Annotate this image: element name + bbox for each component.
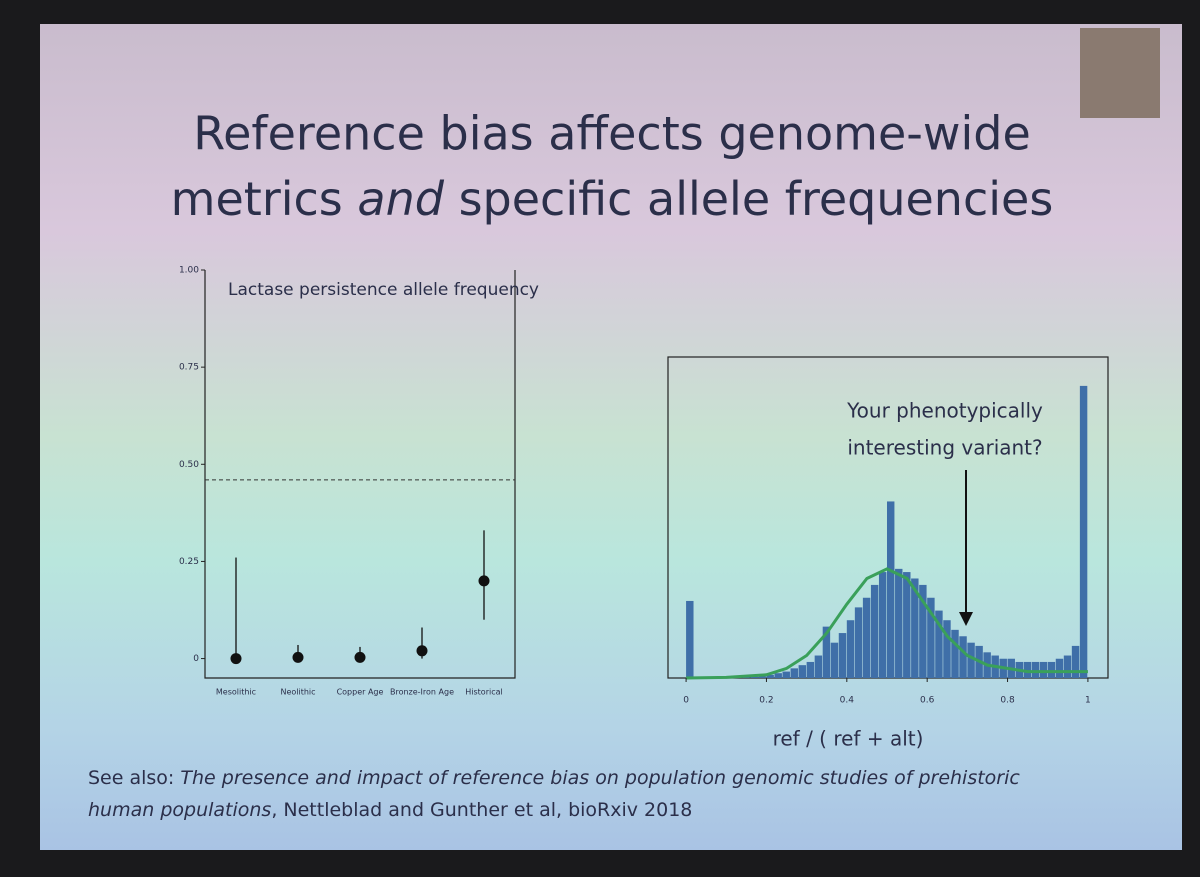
bar — [967, 642, 975, 678]
arrow-head — [959, 612, 973, 626]
bar — [806, 661, 815, 678]
x-tick-label: 1 — [1085, 696, 1091, 706]
bar — [951, 629, 959, 678]
y-tick-label: 0.25 — [179, 557, 199, 567]
bar — [862, 597, 871, 678]
bar — [927, 597, 935, 678]
slide-title: Reference bias affects genome-wide — [193, 107, 1031, 161]
bar — [766, 674, 774, 678]
title-part: and — [357, 172, 444, 226]
point — [416, 645, 428, 657]
point — [354, 651, 366, 663]
annotation: Lactase persistence allele frequency — [228, 280, 539, 300]
bar — [903, 572, 911, 678]
point — [478, 575, 490, 587]
bar — [798, 665, 807, 678]
bar — [870, 584, 879, 678]
bar — [686, 600, 694, 678]
x-tick-label: Historical — [465, 688, 502, 697]
x-tick-label: Copper Age — [337, 688, 384, 697]
point — [292, 651, 304, 663]
bar — [814, 655, 823, 678]
bar — [959, 636, 967, 678]
bar — [822, 626, 831, 678]
footnote-part: See also: — [88, 767, 175, 789]
speaker-video — [1080, 28, 1160, 118]
fit-curve — [686, 567, 1088, 680]
y-tick-label: 0.50 — [179, 460, 199, 470]
slide-title: metrics and specific allele frequencies — [171, 172, 1054, 226]
bar — [1071, 645, 1080, 678]
y-tick-label: 1.00 — [179, 266, 199, 276]
x-tick-label: 0 — [683, 696, 689, 706]
y-tick-label: 0.75 — [179, 363, 199, 373]
annotation: Your phenotypically — [846, 399, 1043, 423]
bar — [774, 673, 782, 678]
bar — [943, 620, 951, 678]
bar — [1039, 661, 1048, 678]
bar — [854, 607, 863, 678]
bar — [846, 620, 855, 678]
bar — [830, 642, 839, 678]
bar — [895, 568, 903, 678]
bar — [1055, 658, 1064, 678]
bar — [782, 671, 790, 678]
x-tick-label: 0.4 — [840, 696, 855, 706]
bar — [878, 572, 887, 678]
x-tick-label: Neolithic — [280, 688, 315, 697]
bar — [758, 675, 766, 678]
slide — [40, 24, 1182, 850]
bar — [1031, 661, 1040, 678]
annotation: interesting variant? — [847, 436, 1042, 460]
title-part: metrics — [171, 172, 343, 226]
x-tick-label: 0.8 — [1000, 696, 1015, 706]
bar — [838, 633, 847, 678]
bar — [935, 610, 943, 678]
x-tick-label: Bronze-Iron Age — [390, 688, 454, 697]
frame — [204, 270, 516, 679]
x-tick-label: 0.6 — [920, 696, 935, 706]
bar — [886, 501, 895, 678]
bar — [750, 676, 758, 678]
point — [230, 653, 242, 665]
bar — [919, 584, 927, 678]
footnote: See also: The presence and impact of ref… — [88, 762, 1088, 826]
x-tick-label: Mesolithic — [216, 688, 256, 697]
bar — [911, 578, 919, 678]
title-part: specific allele frequencies — [459, 172, 1054, 226]
y-tick-label: 0 — [193, 654, 199, 664]
x-axis-label: ref / ( ref + alt) — [773, 727, 924, 751]
bar — [790, 668, 798, 678]
x-tick-label: 0.2 — [759, 696, 773, 706]
bar — [1047, 661, 1056, 678]
footnote-part: , Nettleblad and Gunther et al, bioRxiv … — [271, 799, 693, 821]
bar — [1063, 655, 1072, 678]
footnote-part: The presence and impact of reference bia… — [88, 767, 1020, 821]
bar — [1023, 661, 1032, 678]
bar — [1079, 385, 1088, 678]
